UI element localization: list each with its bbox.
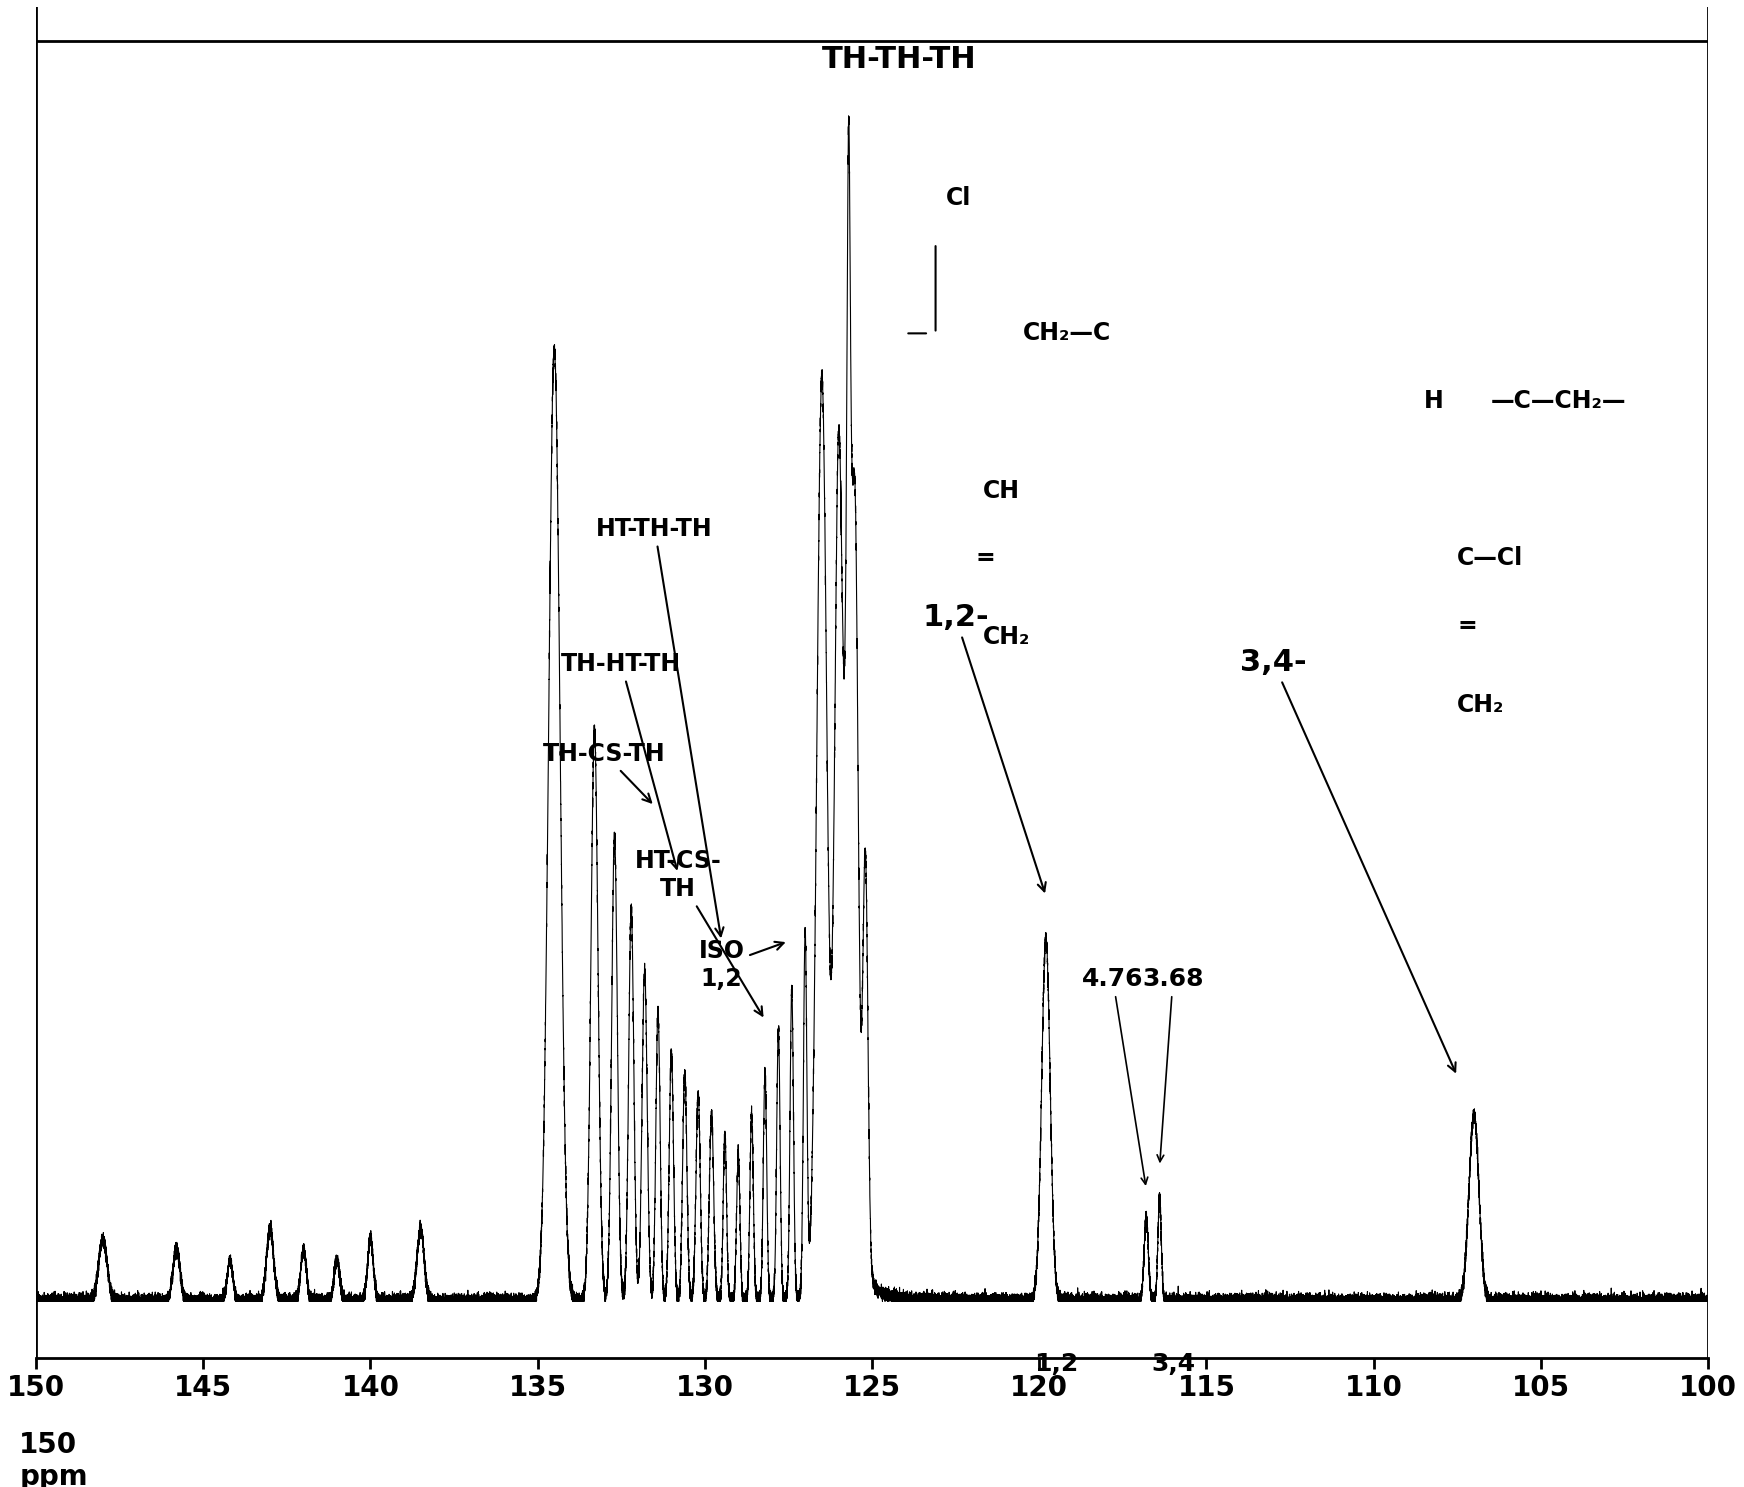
Text: HT-CS-
TH: HT-CS- TH xyxy=(635,849,762,1016)
Text: HT-TH-TH: HT-TH-TH xyxy=(596,517,724,937)
Text: =: = xyxy=(1458,614,1477,638)
Text: ISO
1,2: ISO 1,2 xyxy=(699,940,783,992)
Text: TH-CS-TH: TH-CS-TH xyxy=(542,742,666,803)
Text: 3.68: 3.68 xyxy=(1142,967,1203,1161)
Text: Cl: Cl xyxy=(945,186,971,210)
Text: =: = xyxy=(975,547,996,571)
Text: TH-HT-TH: TH-HT-TH xyxy=(562,651,682,868)
Text: 3,4-: 3,4- xyxy=(1240,648,1456,1072)
Text: 3,4: 3,4 xyxy=(1151,1352,1195,1375)
Text: CH: CH xyxy=(982,479,1020,503)
Text: CH₂—C: CH₂—C xyxy=(1022,321,1111,345)
Text: H: H xyxy=(1423,390,1444,413)
Text: CH₂: CH₂ xyxy=(982,625,1029,650)
Text: 1,2-: 1,2- xyxy=(923,604,1046,891)
Text: —C—CH₂—: —C—CH₂— xyxy=(1491,390,1625,413)
Text: 4.76: 4.76 xyxy=(1081,967,1148,1184)
Text: CH₂: CH₂ xyxy=(1458,693,1505,717)
Text: 150
ppm: 150 ppm xyxy=(19,1430,87,1487)
Text: 1,2: 1,2 xyxy=(1034,1352,1078,1375)
Text: TH-TH-TH: TH-TH-TH xyxy=(821,46,977,74)
Text: C—Cl: C—Cl xyxy=(1458,547,1524,571)
